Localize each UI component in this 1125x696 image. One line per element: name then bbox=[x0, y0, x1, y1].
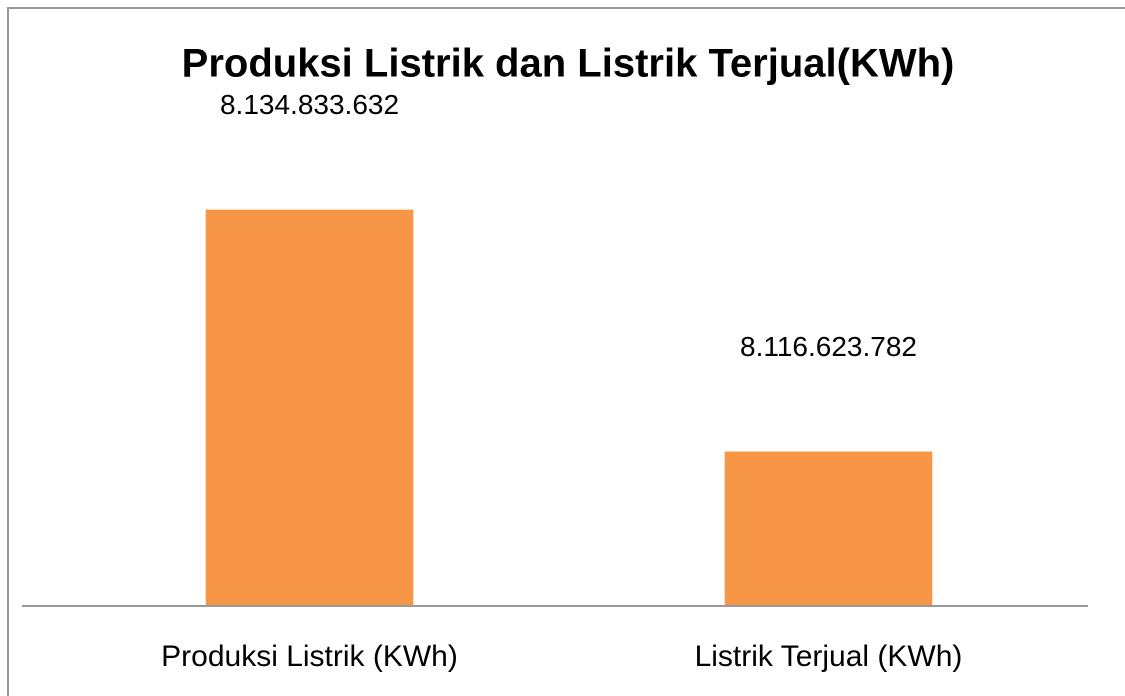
x-tick-label: Produksi Listrik (KWh) bbox=[161, 640, 458, 673]
x-tick-label: Listrik Terjual (KWh) bbox=[695, 640, 963, 673]
value-label: 8.134.833.632 bbox=[219, 88, 400, 120]
chart-frame bbox=[7, 7, 1125, 696]
value-label: 8.116.623.782 bbox=[740, 330, 917, 362]
bar bbox=[205, 209, 414, 606]
chart-title: Produksi Listrik dan Listrik Terjual(KWh… bbox=[182, 42, 955, 86]
bar bbox=[724, 451, 933, 606]
